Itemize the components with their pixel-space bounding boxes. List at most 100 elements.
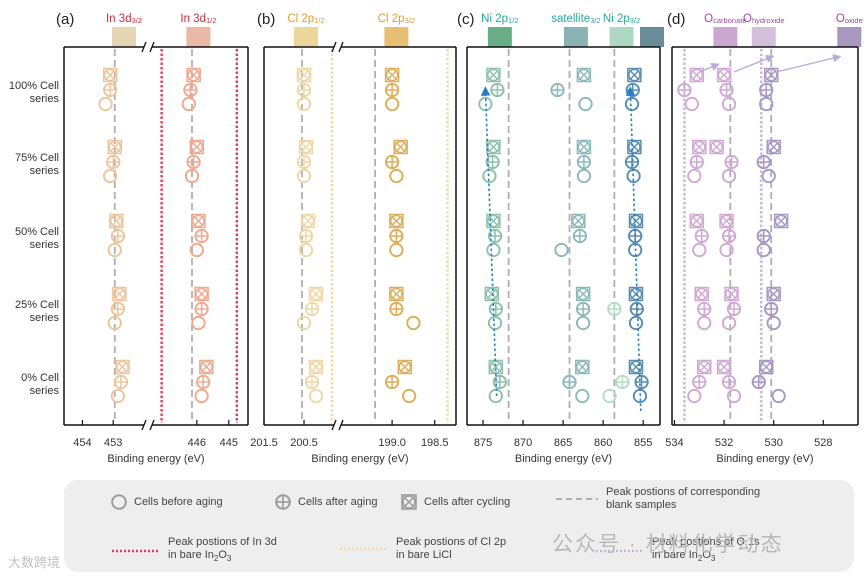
marker-before bbox=[401, 388, 417, 404]
square-marker bbox=[389, 213, 404, 229]
marker-aging bbox=[384, 374, 400, 390]
series bbox=[624, 67, 649, 404]
cross-line bbox=[487, 69, 499, 81]
square-marker bbox=[300, 213, 316, 229]
marker-aging bbox=[110, 301, 125, 317]
circle-marker bbox=[628, 315, 644, 331]
marker-before bbox=[721, 315, 737, 331]
tick-label: 870 bbox=[514, 437, 532, 449]
marker-cycling bbox=[308, 359, 324, 375]
circle-marker bbox=[296, 168, 312, 184]
tick-label: 534 bbox=[665, 437, 683, 449]
circle-marker bbox=[684, 96, 699, 112]
trend-arrow bbox=[480, 86, 498, 397]
cross-line bbox=[630, 215, 642, 227]
marker-aging bbox=[488, 301, 503, 317]
marker-before bbox=[756, 242, 771, 258]
marker-before bbox=[110, 388, 125, 404]
circle-marker bbox=[554, 242, 569, 258]
marker-before bbox=[189, 242, 204, 258]
legend-blank-line1: Peak postions of corresponding bbox=[606, 486, 761, 498]
panel-letter: (a) bbox=[56, 11, 74, 28]
marker-aging bbox=[764, 301, 779, 317]
marker-cycling bbox=[571, 213, 586, 229]
marker-cycling bbox=[773, 213, 789, 229]
cross-line bbox=[578, 69, 590, 81]
marker-cycling bbox=[627, 67, 642, 83]
panel-letter: (d) bbox=[667, 11, 685, 28]
legend-o1s-mid: O bbox=[702, 549, 711, 561]
peak-label: Ni 2p3/2 bbox=[603, 13, 640, 25]
marker-aging bbox=[624, 154, 640, 170]
marker-aging bbox=[721, 374, 737, 390]
marker-before bbox=[296, 96, 312, 112]
cross-line bbox=[200, 361, 212, 373]
inner-circle bbox=[767, 287, 780, 301]
marker-before bbox=[719, 242, 734, 258]
cross-line bbox=[577, 288, 589, 300]
legend-cl: Peak postions of Cl 2p in bare LiCl bbox=[338, 536, 506, 562]
square-marker bbox=[194, 286, 209, 302]
marker-before bbox=[624, 96, 640, 112]
x-axis-label: Binding energy (eV) bbox=[311, 453, 408, 465]
legend-in3d-sub1: 2 bbox=[213, 554, 219, 564]
marker-cycling bbox=[724, 286, 739, 302]
panel-letter: (b) bbox=[257, 11, 275, 28]
peak-label-sub: 1/2 bbox=[314, 16, 324, 25]
marker-aging bbox=[576, 154, 592, 170]
marker-aging bbox=[110, 228, 125, 244]
circle-marker bbox=[624, 96, 640, 112]
x-axis-label: Binding energy (eV) bbox=[107, 453, 204, 465]
legend-aging-label: Cells after aging bbox=[298, 495, 378, 508]
circle-marker bbox=[576, 168, 592, 184]
marker-aging bbox=[694, 228, 709, 244]
break-mark bbox=[338, 419, 344, 431]
row-label: series bbox=[30, 385, 60, 397]
peak-label: Ooxide bbox=[836, 13, 863, 25]
marker-aging bbox=[194, 228, 209, 244]
circle-marker bbox=[189, 242, 204, 258]
marker-aging bbox=[607, 301, 622, 317]
marker-before bbox=[575, 315, 591, 331]
marker-cycling bbox=[194, 286, 209, 302]
cross-line bbox=[302, 215, 314, 227]
circle-marker bbox=[98, 96, 113, 112]
marker-aging bbox=[304, 374, 320, 390]
marker-aging bbox=[296, 82, 312, 98]
tick-label: 530 bbox=[765, 437, 783, 449]
marker-before bbox=[554, 242, 569, 258]
break-mark bbox=[149, 419, 155, 431]
square-marker bbox=[689, 213, 705, 229]
square-marker bbox=[628, 286, 644, 302]
tick-label: 532 bbox=[715, 437, 733, 449]
legend-blank: Peak postions of corresponding blank samp… bbox=[554, 486, 760, 512]
break-mark bbox=[141, 419, 147, 431]
inner-circle bbox=[576, 287, 590, 301]
marker-before bbox=[107, 315, 122, 331]
square-marker bbox=[696, 359, 712, 375]
circle-marker bbox=[488, 388, 503, 404]
circle-marker bbox=[384, 96, 400, 112]
square-marker bbox=[724, 286, 739, 302]
inner-circle bbox=[720, 214, 733, 228]
square-marker bbox=[189, 139, 205, 155]
square-marker bbox=[486, 213, 501, 229]
peak-block bbox=[609, 27, 634, 47]
marker-cycling bbox=[112, 286, 127, 302]
peak-label-main: O bbox=[743, 13, 752, 25]
circle-marker bbox=[602, 388, 617, 404]
legend-in3d-line2: in bare In bbox=[168, 549, 214, 561]
peak-block bbox=[837, 27, 862, 47]
square-cross-icon bbox=[401, 494, 417, 510]
peak-label: Ocarbonate bbox=[704, 13, 746, 25]
inner-circle bbox=[297, 68, 311, 82]
dotted-yellow-line-icon bbox=[340, 547, 388, 551]
row-label: 50% Cell bbox=[15, 226, 59, 238]
inner-circle bbox=[717, 68, 731, 82]
cross-line bbox=[572, 215, 584, 227]
legend-cycling-label: Cells after cycling bbox=[424, 495, 511, 508]
legend-cl-line2: in bare LiCl bbox=[396, 549, 452, 561]
cross-line bbox=[395, 141, 407, 153]
square-marker bbox=[484, 286, 500, 302]
tick-label: 445 bbox=[220, 437, 238, 449]
